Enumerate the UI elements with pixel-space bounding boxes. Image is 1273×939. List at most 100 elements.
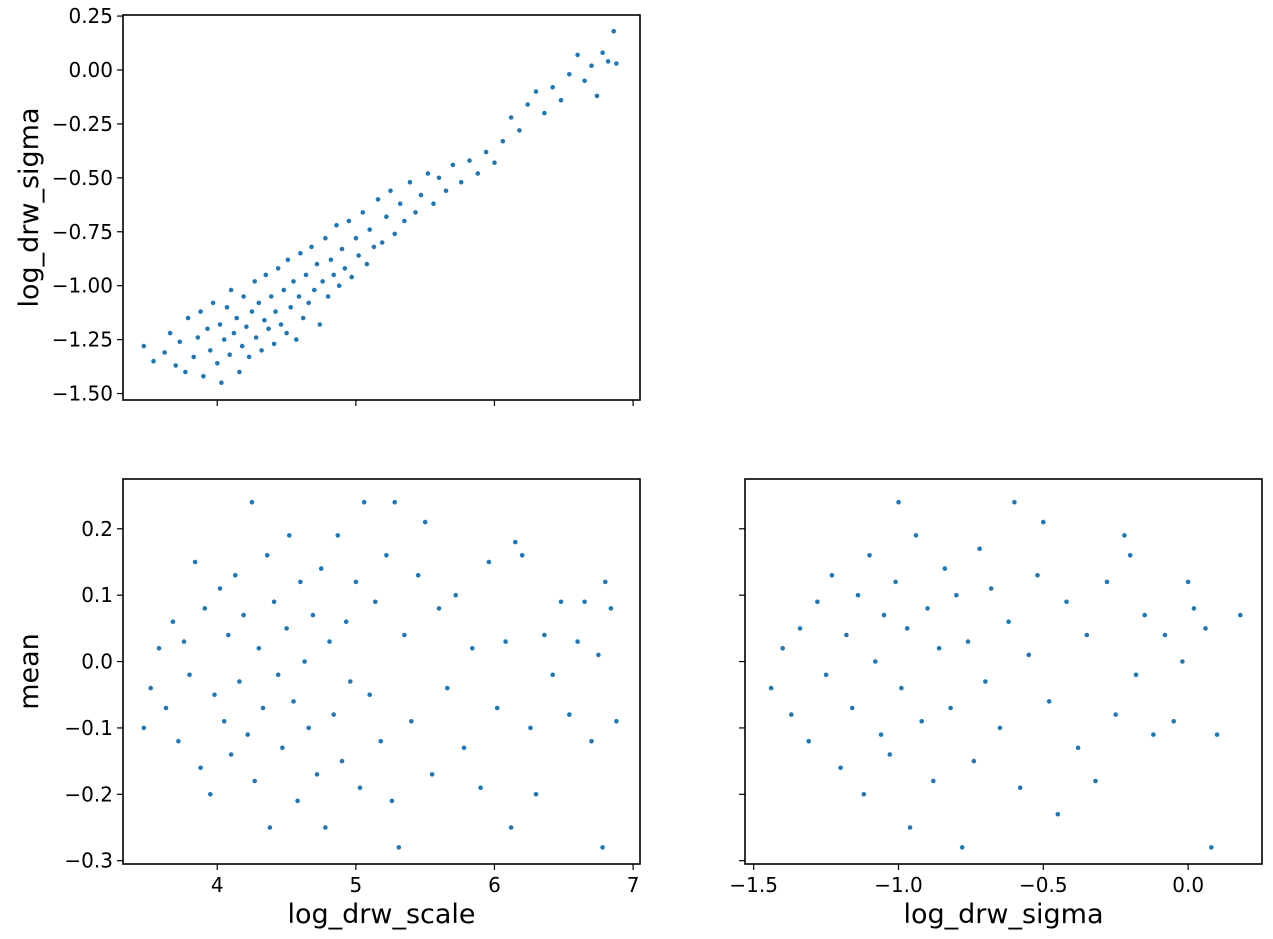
scatter-point <box>789 712 794 717</box>
scatter-point <box>461 745 467 751</box>
scatter-point <box>594 93 600 99</box>
scatter-point <box>317 322 323 327</box>
scatter-point <box>239 343 245 349</box>
y-tick-label: 0.2 <box>81 517 113 541</box>
scatter-point <box>603 579 608 585</box>
scatter-point <box>1026 652 1032 658</box>
scatter-point <box>904 626 910 631</box>
y-tick-label: −0.1 <box>64 716 113 740</box>
scatter-point <box>264 553 270 558</box>
scatter-point <box>467 158 472 163</box>
scatter-point <box>931 778 936 784</box>
scatter-point <box>445 685 450 691</box>
scatter-point <box>558 97 564 103</box>
scatter-point <box>291 279 296 284</box>
x-tick-label: 4 <box>211 873 224 897</box>
scatter-point <box>1041 519 1046 525</box>
scatter-point <box>492 160 497 165</box>
scatter-point <box>215 361 220 366</box>
scatter-point <box>195 335 201 340</box>
scatter-point <box>1113 712 1118 717</box>
scatter-point <box>295 798 300 804</box>
scatter-point <box>298 579 303 585</box>
scatter-point <box>878 732 884 737</box>
y-axis-label: mean <box>14 633 45 710</box>
scatter-point <box>525 102 530 107</box>
scatter-point <box>210 300 216 306</box>
scatter-point <box>246 354 252 360</box>
scatter-point <box>356 253 361 258</box>
scatter-point <box>192 559 198 565</box>
scatter-point <box>187 672 192 678</box>
scatter-point <box>517 128 522 133</box>
scatter-point <box>768 685 774 691</box>
scatter-point <box>855 592 861 598</box>
scatter-point <box>829 573 835 578</box>
scatter-point <box>582 78 587 84</box>
scatter-point <box>181 639 187 644</box>
y-tick-label: −0.3 <box>64 849 113 873</box>
scatter-point <box>226 632 231 638</box>
scatter-point <box>323 825 328 830</box>
scatter-point <box>942 566 948 571</box>
scatter-point <box>302 659 307 664</box>
scatter-point <box>849 705 855 711</box>
scatter-point <box>284 330 289 336</box>
scatter-point <box>170 619 176 624</box>
scatter-point <box>575 639 580 644</box>
scatter-point <box>965 639 971 644</box>
scatter-point <box>269 294 274 299</box>
y-tick-label: −0.50 <box>52 166 113 190</box>
axes-frame <box>122 14 641 401</box>
scatter-point <box>314 261 320 267</box>
scatter-point <box>614 719 619 724</box>
y-tick-label: 0.25 <box>68 4 113 28</box>
scatter-point <box>263 272 269 278</box>
scatter-point <box>300 315 306 321</box>
scatter-point <box>202 606 208 611</box>
scatter-point <box>320 279 325 284</box>
scatter-point <box>185 315 191 321</box>
scatter-point <box>402 632 407 638</box>
scatter-point <box>237 369 242 375</box>
scatter-point <box>797 626 803 631</box>
scatter-point <box>478 785 483 790</box>
scatter-point <box>231 330 237 336</box>
scatter-point <box>867 553 872 558</box>
scatter-point <box>228 752 234 757</box>
scatter-point <box>392 499 398 505</box>
scatter-point <box>899 685 904 691</box>
y-tick-label: 0.00 <box>68 58 113 82</box>
scatter-point <box>913 533 919 538</box>
scatter-point <box>331 272 337 278</box>
scatter-point <box>611 28 616 34</box>
scatter-point <box>971 758 977 764</box>
scatter-point <box>342 266 348 271</box>
scatter-point <box>234 315 239 321</box>
scatter-point <box>1122 533 1127 538</box>
scatter-point <box>422 519 428 525</box>
scatter-point <box>260 705 266 711</box>
scatter-point <box>1171 719 1176 724</box>
scatter-point <box>919 719 924 724</box>
scatter-point <box>373 599 378 605</box>
scatter-point <box>893 579 898 585</box>
scatter-point <box>245 732 250 737</box>
scatter-point <box>1104 579 1110 585</box>
x-tick-label: −0.5 <box>1019 873 1068 897</box>
scatter-point <box>1012 499 1017 505</box>
scatter-point <box>1127 553 1133 558</box>
scatter-point <box>1209 845 1214 850</box>
scatter-point <box>513 539 518 545</box>
scatter-point <box>983 679 988 684</box>
scatter-point <box>948 705 953 711</box>
scatter-point <box>596 652 601 658</box>
scatter-point <box>252 778 257 784</box>
scatter-point <box>508 115 514 120</box>
scatter-point <box>198 309 203 314</box>
y-tick-label: 0.0 <box>81 650 113 674</box>
scatter-point <box>436 606 442 611</box>
scatter-point <box>267 825 273 830</box>
scatter-point <box>500 138 506 144</box>
y-tick-label: −0.75 <box>52 220 113 244</box>
